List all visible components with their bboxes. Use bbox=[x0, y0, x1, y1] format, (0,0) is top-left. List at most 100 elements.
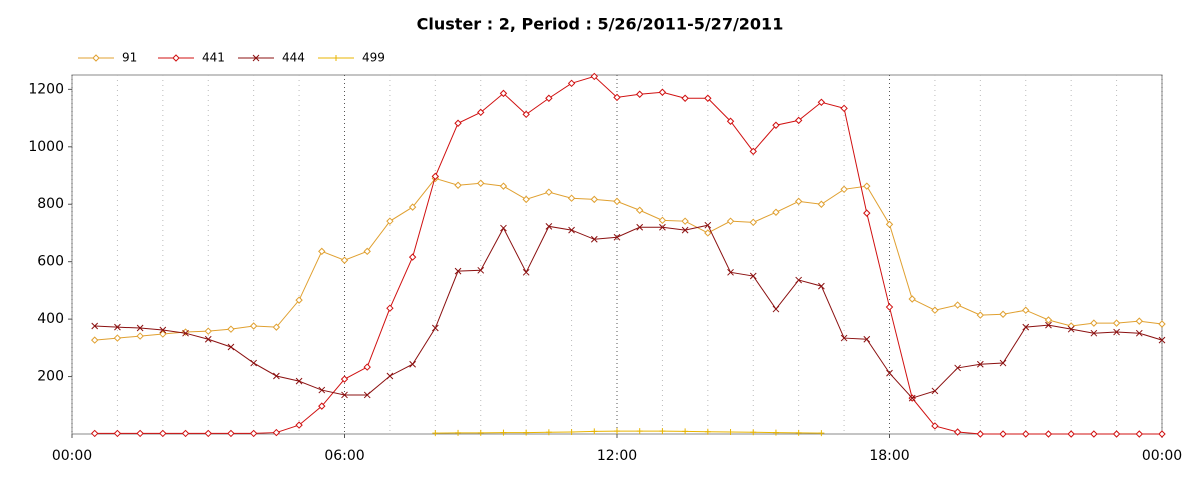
marker bbox=[227, 325, 235, 333]
marker bbox=[363, 247, 371, 256]
y-tick-label: 600 bbox=[37, 254, 64, 270]
marker bbox=[863, 335, 871, 343]
marker bbox=[454, 267, 462, 275]
marker bbox=[1158, 430, 1166, 438]
marker bbox=[568, 226, 575, 234]
marker bbox=[976, 311, 985, 319]
marker bbox=[726, 117, 735, 125]
marker bbox=[272, 323, 281, 331]
marker bbox=[204, 335, 212, 343]
marker bbox=[340, 256, 349, 264]
marker bbox=[795, 276, 803, 284]
marker bbox=[341, 391, 348, 399]
marker bbox=[455, 429, 462, 436]
marker bbox=[318, 247, 326, 256]
marker bbox=[931, 306, 939, 314]
x-tick-label: 18:00 bbox=[869, 448, 909, 464]
marker bbox=[999, 359, 1007, 367]
marker bbox=[408, 253, 417, 261]
marker bbox=[591, 428, 598, 435]
marker bbox=[1158, 336, 1166, 344]
marker bbox=[477, 266, 485, 274]
marker bbox=[204, 429, 212, 438]
marker bbox=[681, 226, 689, 234]
y-tick-label: 400 bbox=[37, 311, 64, 327]
marker bbox=[749, 272, 757, 280]
marker bbox=[250, 359, 258, 367]
marker bbox=[658, 88, 667, 96]
marker bbox=[1135, 430, 1143, 438]
marker bbox=[636, 206, 644, 214]
marker bbox=[704, 428, 711, 435]
marker bbox=[817, 98, 826, 106]
marker bbox=[749, 147, 757, 156]
x-tick-label: 00:00 bbox=[1142, 448, 1182, 464]
marker bbox=[817, 200, 826, 208]
marker bbox=[545, 223, 553, 230]
legend-marker bbox=[172, 54, 180, 62]
marker bbox=[136, 324, 144, 332]
marker bbox=[363, 391, 371, 399]
marker bbox=[976, 430, 985, 438]
marker bbox=[1090, 329, 1098, 337]
marker bbox=[590, 72, 598, 81]
marker bbox=[386, 372, 394, 380]
marker bbox=[340, 375, 349, 383]
marker bbox=[227, 429, 235, 438]
marker bbox=[953, 428, 962, 436]
marker bbox=[181, 429, 190, 438]
marker bbox=[113, 334, 122, 342]
marker bbox=[522, 110, 530, 119]
marker bbox=[590, 235, 598, 243]
marker bbox=[408, 203, 417, 211]
marker bbox=[431, 324, 439, 332]
marker bbox=[818, 282, 825, 290]
marker bbox=[636, 428, 643, 435]
marker bbox=[772, 429, 779, 436]
marker bbox=[454, 119, 462, 127]
marker bbox=[1044, 316, 1053, 324]
marker bbox=[794, 116, 803, 125]
marker bbox=[545, 94, 553, 102]
marker bbox=[1067, 325, 1075, 333]
marker bbox=[885, 303, 894, 311]
marker bbox=[249, 429, 258, 438]
marker bbox=[795, 429, 802, 436]
y-tick-label: 200 bbox=[37, 369, 64, 385]
marker bbox=[749, 218, 757, 227]
marker bbox=[772, 208, 780, 216]
marker bbox=[318, 386, 326, 394]
marker bbox=[908, 295, 916, 303]
marker bbox=[1112, 319, 1121, 327]
marker bbox=[454, 181, 462, 189]
marker bbox=[545, 188, 553, 196]
marker bbox=[318, 402, 326, 410]
marker bbox=[613, 197, 621, 206]
marker bbox=[1022, 430, 1030, 438]
marker bbox=[885, 220, 894, 229]
marker bbox=[272, 428, 281, 437]
marker bbox=[931, 422, 939, 430]
marker bbox=[1135, 317, 1143, 325]
marker bbox=[636, 90, 644, 98]
marker bbox=[1113, 328, 1120, 336]
marker bbox=[590, 195, 598, 204]
x-tick-label: 00:00 bbox=[52, 448, 92, 464]
marker bbox=[499, 89, 508, 98]
series-line bbox=[94, 224, 1163, 399]
marker bbox=[1135, 329, 1143, 337]
marker bbox=[1158, 320, 1166, 328]
marker bbox=[136, 429, 144, 438]
marker bbox=[477, 429, 484, 436]
marker bbox=[499, 182, 508, 190]
series-line bbox=[435, 430, 822, 434]
marker bbox=[227, 343, 235, 351]
marker bbox=[818, 430, 825, 437]
y-tick-label: 1000 bbox=[28, 139, 64, 155]
marker bbox=[726, 217, 735, 225]
marker bbox=[567, 79, 576, 88]
marker bbox=[1067, 430, 1075, 438]
marker bbox=[636, 223, 644, 231]
marker bbox=[794, 197, 803, 206]
marker bbox=[613, 93, 621, 102]
